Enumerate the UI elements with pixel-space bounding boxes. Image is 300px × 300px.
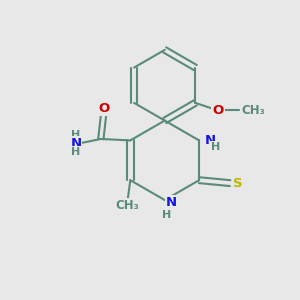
Text: CH₃: CH₃	[242, 104, 265, 117]
Text: O: O	[98, 101, 110, 115]
Text: H: H	[162, 210, 171, 220]
Text: N: N	[70, 137, 81, 150]
Text: H: H	[71, 147, 80, 157]
Text: N: N	[166, 196, 177, 209]
Text: O: O	[212, 104, 224, 117]
Text: H: H	[71, 130, 80, 140]
Text: CH₃: CH₃	[116, 199, 139, 212]
Text: H: H	[211, 142, 220, 152]
Text: N: N	[204, 134, 216, 147]
Text: S: S	[233, 177, 243, 190]
